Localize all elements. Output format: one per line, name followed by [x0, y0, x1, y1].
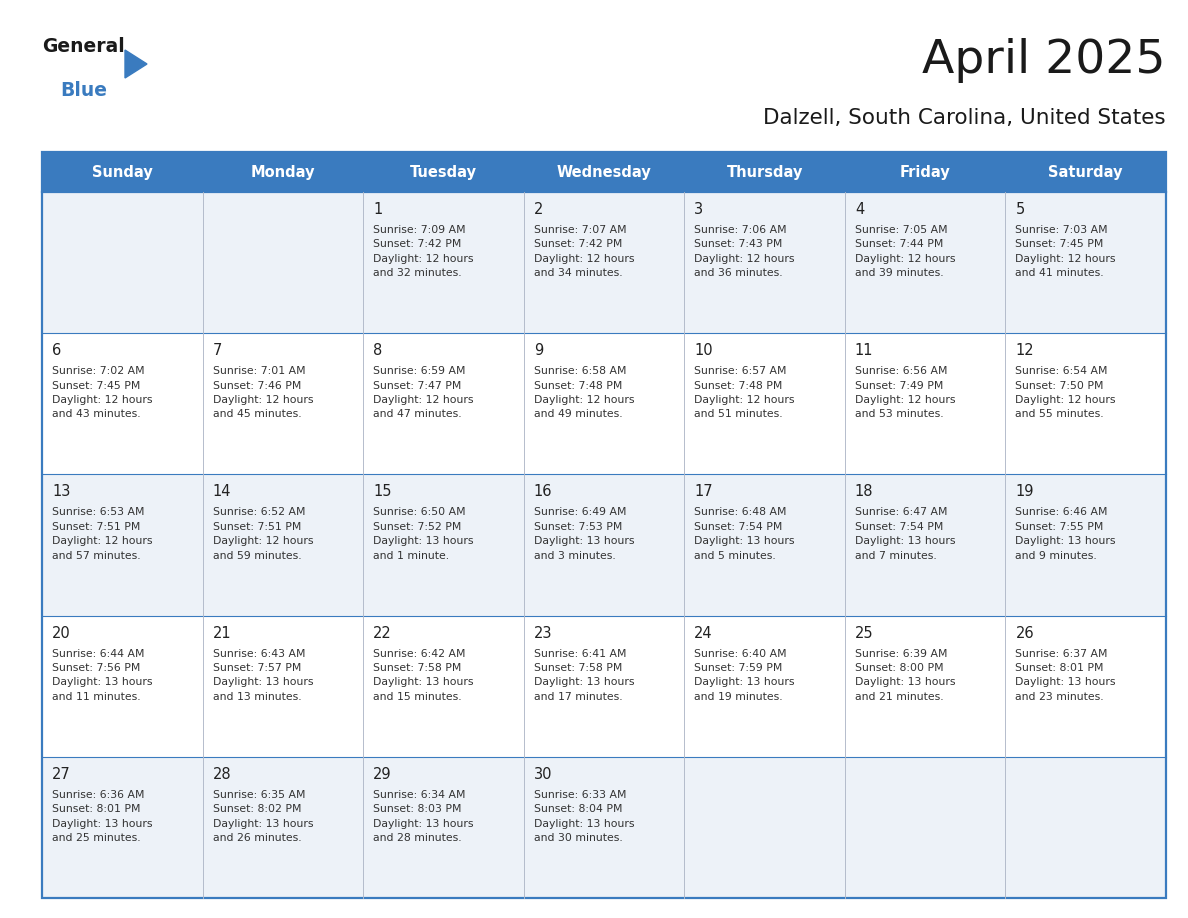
Text: Sunrise: 6:48 AM
Sunset: 7:54 PM
Daylight: 13 hours
and 5 minutes.: Sunrise: 6:48 AM Sunset: 7:54 PM Dayligh… [694, 508, 795, 561]
Text: Sunrise: 6:54 AM
Sunset: 7:50 PM
Daylight: 12 hours
and 55 minutes.: Sunrise: 6:54 AM Sunset: 7:50 PM Dayligh… [1016, 366, 1116, 420]
Text: Sunrise: 6:39 AM
Sunset: 8:00 PM
Daylight: 13 hours
and 21 minutes.: Sunrise: 6:39 AM Sunset: 8:00 PM Dayligh… [855, 649, 955, 701]
Text: 26: 26 [1016, 625, 1034, 641]
Text: 6: 6 [52, 343, 62, 358]
Text: Sunrise: 6:33 AM
Sunset: 8:04 PM
Daylight: 13 hours
and 30 minutes.: Sunrise: 6:33 AM Sunset: 8:04 PM Dayligh… [533, 789, 634, 843]
Polygon shape [125, 50, 147, 78]
Text: 3: 3 [694, 202, 703, 217]
Bar [42, 756, 1165, 898]
Text: 21: 21 [213, 625, 232, 641]
Text: Sunrise: 6:58 AM
Sunset: 7:48 PM
Daylight: 12 hours
and 49 minutes.: Sunrise: 6:58 AM Sunset: 7:48 PM Dayligh… [533, 366, 634, 420]
Text: Sunrise: 6:40 AM
Sunset: 7:59 PM
Daylight: 13 hours
and 19 minutes.: Sunrise: 6:40 AM Sunset: 7:59 PM Dayligh… [694, 649, 795, 701]
Text: 4: 4 [855, 202, 864, 217]
Text: Sunrise: 6:44 AM
Sunset: 7:56 PM
Daylight: 13 hours
and 11 minutes.: Sunrise: 6:44 AM Sunset: 7:56 PM Dayligh… [52, 649, 152, 701]
Text: Sunrise: 6:56 AM
Sunset: 7:49 PM
Daylight: 12 hours
and 53 minutes.: Sunrise: 6:56 AM Sunset: 7:49 PM Dayligh… [855, 366, 955, 420]
Text: 12: 12 [1016, 343, 1034, 358]
Text: 29: 29 [373, 767, 392, 782]
Text: Dalzell, South Carolina, United States: Dalzell, South Carolina, United States [764, 108, 1165, 128]
Text: 15: 15 [373, 485, 392, 499]
Text: Sunrise: 6:35 AM
Sunset: 8:02 PM
Daylight: 13 hours
and 26 minutes.: Sunrise: 6:35 AM Sunset: 8:02 PM Dayligh… [213, 789, 314, 843]
Text: Sunrise: 6:37 AM
Sunset: 8:01 PM
Daylight: 13 hours
and 23 minutes.: Sunrise: 6:37 AM Sunset: 8:01 PM Dayligh… [1016, 649, 1116, 701]
Text: Sunrise: 6:52 AM
Sunset: 7:51 PM
Daylight: 12 hours
and 59 minutes.: Sunrise: 6:52 AM Sunset: 7:51 PM Dayligh… [213, 508, 314, 561]
Text: Sunrise: 7:01 AM
Sunset: 7:46 PM
Daylight: 12 hours
and 45 minutes.: Sunrise: 7:01 AM Sunset: 7:46 PM Dayligh… [213, 366, 314, 420]
Text: 19: 19 [1016, 485, 1034, 499]
Text: Sunrise: 6:57 AM
Sunset: 7:48 PM
Daylight: 12 hours
and 51 minutes.: Sunrise: 6:57 AM Sunset: 7:48 PM Dayligh… [694, 366, 795, 420]
Text: Sunrise: 6:42 AM
Sunset: 7:58 PM
Daylight: 13 hours
and 15 minutes.: Sunrise: 6:42 AM Sunset: 7:58 PM Dayligh… [373, 649, 474, 701]
Text: 24: 24 [694, 625, 713, 641]
Text: 30: 30 [533, 767, 552, 782]
Text: 11: 11 [855, 343, 873, 358]
Text: Sunrise: 6:34 AM
Sunset: 8:03 PM
Daylight: 13 hours
and 28 minutes.: Sunrise: 6:34 AM Sunset: 8:03 PM Dayligh… [373, 789, 474, 843]
Text: General: General [42, 37, 125, 56]
Text: Sunrise: 6:43 AM
Sunset: 7:57 PM
Daylight: 13 hours
and 13 minutes.: Sunrise: 6:43 AM Sunset: 7:57 PM Dayligh… [213, 649, 314, 701]
Text: Sunrise: 7:02 AM
Sunset: 7:45 PM
Daylight: 12 hours
and 43 minutes.: Sunrise: 7:02 AM Sunset: 7:45 PM Dayligh… [52, 366, 152, 420]
Text: 7: 7 [213, 343, 222, 358]
Text: Saturday: Saturday [1049, 164, 1123, 180]
Text: Sunrise: 7:05 AM
Sunset: 7:44 PM
Daylight: 12 hours
and 39 minutes.: Sunrise: 7:05 AM Sunset: 7:44 PM Dayligh… [855, 225, 955, 278]
Text: 2: 2 [533, 202, 543, 217]
Text: Sunrise: 6:36 AM
Sunset: 8:01 PM
Daylight: 13 hours
and 25 minutes.: Sunrise: 6:36 AM Sunset: 8:01 PM Dayligh… [52, 789, 152, 843]
Text: 16: 16 [533, 485, 552, 499]
Text: Wednesday: Wednesday [557, 164, 651, 180]
Text: April 2025: April 2025 [923, 38, 1165, 83]
Text: Friday: Friday [899, 164, 950, 180]
Text: 20: 20 [52, 625, 71, 641]
Text: Sunrise: 6:46 AM
Sunset: 7:55 PM
Daylight: 13 hours
and 9 minutes.: Sunrise: 6:46 AM Sunset: 7:55 PM Dayligh… [1016, 508, 1116, 561]
Text: 14: 14 [213, 485, 232, 499]
Text: Thursday: Thursday [726, 164, 803, 180]
Text: Sunrise: 6:47 AM
Sunset: 7:54 PM
Daylight: 13 hours
and 7 minutes.: Sunrise: 6:47 AM Sunset: 7:54 PM Dayligh… [855, 508, 955, 561]
Bar [42, 475, 1165, 616]
Bar [42, 192, 1165, 333]
Bar [42, 616, 1165, 756]
Text: 18: 18 [855, 485, 873, 499]
Text: Sunrise: 6:41 AM
Sunset: 7:58 PM
Daylight: 13 hours
and 17 minutes.: Sunrise: 6:41 AM Sunset: 7:58 PM Dayligh… [533, 649, 634, 701]
Text: 10: 10 [694, 343, 713, 358]
Text: 25: 25 [855, 625, 873, 641]
Text: Sunrise: 7:09 AM
Sunset: 7:42 PM
Daylight: 12 hours
and 32 minutes.: Sunrise: 7:09 AM Sunset: 7:42 PM Dayligh… [373, 225, 474, 278]
Text: Sunrise: 7:06 AM
Sunset: 7:43 PM
Daylight: 12 hours
and 36 minutes.: Sunrise: 7:06 AM Sunset: 7:43 PM Dayligh… [694, 225, 795, 278]
Bar [42, 333, 1165, 475]
Text: Monday: Monday [251, 164, 315, 180]
Text: 13: 13 [52, 485, 70, 499]
Text: 23: 23 [533, 625, 552, 641]
Text: 17: 17 [694, 485, 713, 499]
Text: 22: 22 [373, 625, 392, 641]
Text: Blue: Blue [61, 81, 107, 100]
Bar [42, 152, 1165, 192]
Text: 5: 5 [1016, 202, 1025, 217]
Text: Sunrise: 6:59 AM
Sunset: 7:47 PM
Daylight: 12 hours
and 47 minutes.: Sunrise: 6:59 AM Sunset: 7:47 PM Dayligh… [373, 366, 474, 420]
Text: Sunrise: 6:53 AM
Sunset: 7:51 PM
Daylight: 12 hours
and 57 minutes.: Sunrise: 6:53 AM Sunset: 7:51 PM Dayligh… [52, 508, 152, 561]
Text: 9: 9 [533, 343, 543, 358]
Text: Sunrise: 6:50 AM
Sunset: 7:52 PM
Daylight: 13 hours
and 1 minute.: Sunrise: 6:50 AM Sunset: 7:52 PM Dayligh… [373, 508, 474, 561]
Text: 28: 28 [213, 767, 232, 782]
Text: 1: 1 [373, 202, 383, 217]
Text: Tuesday: Tuesday [410, 164, 476, 180]
Text: Sunrise: 6:49 AM
Sunset: 7:53 PM
Daylight: 13 hours
and 3 minutes.: Sunrise: 6:49 AM Sunset: 7:53 PM Dayligh… [533, 508, 634, 561]
Text: Sunrise: 7:07 AM
Sunset: 7:42 PM
Daylight: 12 hours
and 34 minutes.: Sunrise: 7:07 AM Sunset: 7:42 PM Dayligh… [533, 225, 634, 278]
Text: Sunrise: 7:03 AM
Sunset: 7:45 PM
Daylight: 12 hours
and 41 minutes.: Sunrise: 7:03 AM Sunset: 7:45 PM Dayligh… [1016, 225, 1116, 278]
Text: 27: 27 [52, 767, 71, 782]
Bar [42, 152, 1165, 898]
Text: Sunday: Sunday [91, 164, 153, 180]
Text: 8: 8 [373, 343, 383, 358]
